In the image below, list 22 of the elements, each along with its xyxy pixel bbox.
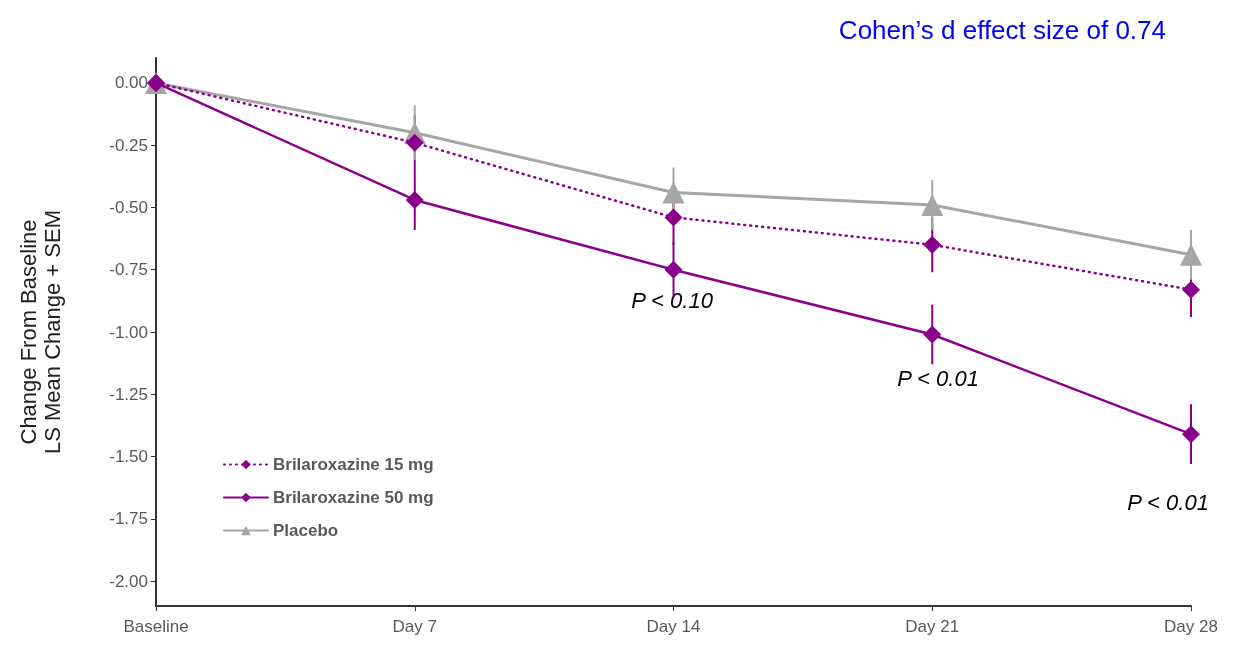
- y-axis-title: Change From Baseline LS Mean Change + SEM: [15, 210, 65, 454]
- chart-title: Cohen’s d effect size of 0.74: [838, 15, 1167, 45]
- annotation: P < 0.01: [1127, 489, 1209, 515]
- y-tick-label: -1.25: [109, 384, 148, 404]
- x-tick-label: Baseline: [123, 617, 189, 636]
- y-tick-label: -0.75: [109, 260, 148, 280]
- y-tick-label: -2.00: [109, 571, 148, 591]
- legend-label: Placebo: [273, 521, 339, 540]
- y-tick-label: -1.50: [109, 447, 148, 467]
- y-tick-label: -1.75: [109, 509, 148, 529]
- y-tick-label: -1.00: [109, 322, 148, 342]
- annotation: P < 0.10: [631, 287, 714, 313]
- y-tick-label: -0.50: [109, 197, 148, 217]
- y-tick-label: 0.00: [114, 73, 148, 93]
- legend-label: Brilaroxazine 15 mg: [273, 455, 434, 474]
- x-tick-label: Day 28: [1164, 617, 1218, 636]
- x-tick-label: Day 21: [905, 617, 960, 636]
- annotation: P < 0.01: [897, 365, 979, 391]
- x-tick-label: Day 7: [392, 617, 437, 636]
- legend-label: Brilaroxazine 50 mg: [273, 488, 434, 507]
- x-tick-label: Day 14: [646, 617, 701, 636]
- y-tick-label: -0.25: [109, 135, 148, 155]
